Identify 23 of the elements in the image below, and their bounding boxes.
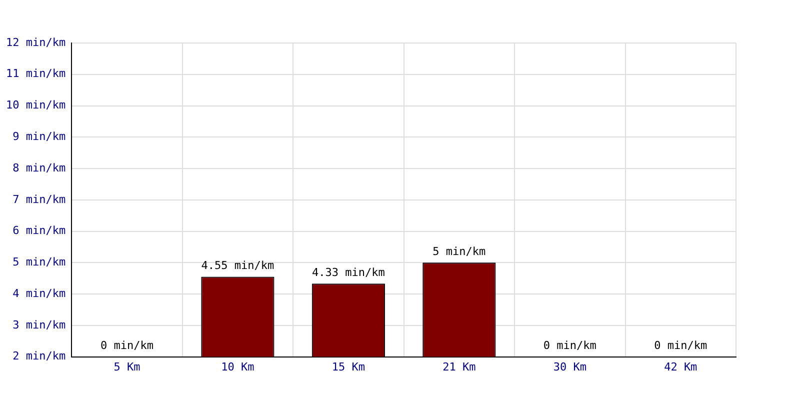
y-tick-label: 6 min/km bbox=[12, 224, 66, 238]
x-tick-label: 42 Km bbox=[664, 360, 698, 374]
y-tick-label: 11 min/km bbox=[6, 67, 66, 80]
y-tick-label: 9 min/km bbox=[12, 130, 66, 143]
x-tick-label: 15 Km bbox=[332, 360, 366, 374]
y-tick-label: 4 min/km bbox=[12, 286, 66, 300]
data-label: 4.55 min/km bbox=[201, 259, 274, 272]
y-tick-label: 2 min/km bbox=[12, 350, 66, 363]
y-tick-label: 3 min/km bbox=[12, 318, 66, 332]
x-tick-label: 30 Km bbox=[553, 360, 587, 374]
data-label: 5 min/km bbox=[432, 245, 486, 258]
y-tick-label: 10 min/km bbox=[6, 98, 66, 112]
x-tick-label: 10 Km bbox=[221, 360, 255, 374]
data-label: 4.33 min/km bbox=[312, 266, 386, 280]
x-tick-label: 5 Km bbox=[114, 360, 141, 374]
text: 0 min/km bbox=[543, 339, 596, 352]
text: 0 min/km bbox=[100, 339, 154, 352]
x-tick-label: 21 Km bbox=[442, 360, 476, 374]
y-tick-label: 5 min/km bbox=[12, 256, 66, 269]
y-tick-label: 8 min/km bbox=[12, 161, 66, 174]
y-tick-label: 12 min/km bbox=[6, 36, 66, 49]
text: 0 min/km bbox=[654, 339, 708, 352]
y-tick-label: 7 min/km bbox=[12, 192, 66, 206]
